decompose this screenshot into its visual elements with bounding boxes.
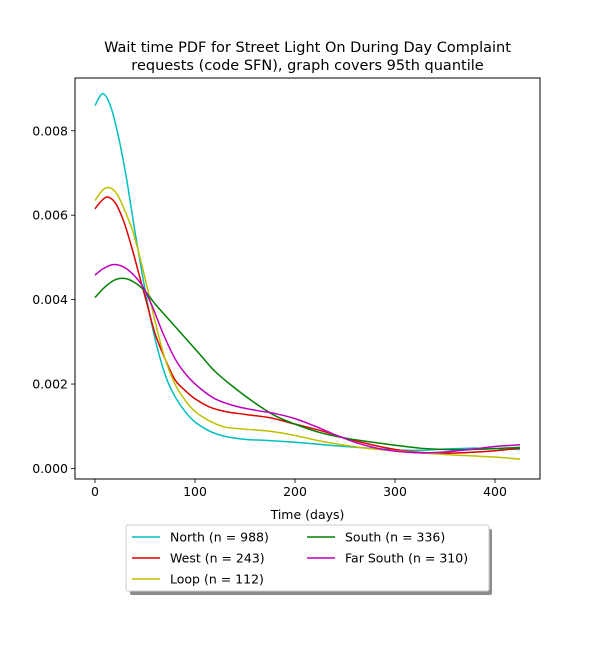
plot-frame: [74, 77, 541, 480]
x-axis: 0 100 200 300 400: [91, 479, 507, 499]
y-tick-label: 0.002: [32, 377, 68, 392]
legend-label-1: West (n = 243): [170, 551, 265, 566]
x-axis-label: Time (days): [270, 507, 345, 522]
chart-title-line-2: requests (code SFN), graph covers 95th q…: [131, 58, 483, 74]
legend: North (n = 988) West (n = 243) Loop (n = 1…: [125, 524, 492, 595]
chart-title-line-1: Wait time PDF for Street Light On During…: [104, 40, 511, 56]
y-tick-label: 0.000: [32, 461, 68, 476]
series-line-4: [94, 263, 521, 454]
y-tick-label: 0.004: [32, 292, 68, 307]
series-line-3: [94, 277, 521, 451]
legend-label-0: North (n = 988): [170, 530, 269, 545]
x-tick-label: 200: [283, 484, 307, 499]
legend-label-3: South (n = 336): [345, 530, 445, 545]
x-tick-label: 400: [483, 484, 507, 499]
series-layer: [94, 92, 521, 460]
legend-label-2: Loop (n = 112): [170, 572, 264, 587]
legend-label-4: Far South (n = 310): [345, 551, 468, 566]
series-line-0: [94, 92, 521, 452]
y-tick-label: 0.008: [32, 123, 68, 138]
series-line-1: [94, 196, 521, 454]
y-axis: 0.000 0.002 0.004 0.006 0.008: [32, 123, 75, 476]
y-tick-label: 0.006: [32, 208, 68, 223]
x-tick-label: 0: [91, 484, 99, 499]
x-tick-label: 100: [183, 484, 207, 499]
x-tick-label: 300: [383, 484, 407, 499]
